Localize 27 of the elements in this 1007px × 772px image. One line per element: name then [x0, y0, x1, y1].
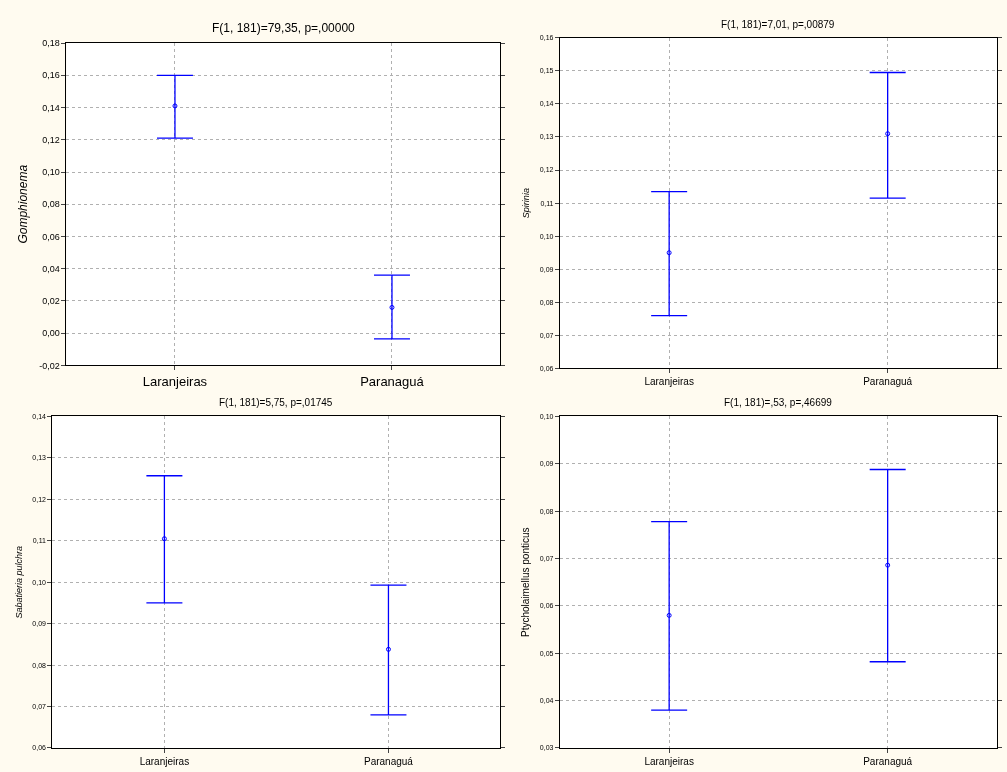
- y-axis-title: Spirinia: [521, 188, 532, 219]
- chart-title: F(1, 181)=,53, p=,46699: [724, 397, 833, 408]
- x-tick-label: Laranjeiras: [644, 755, 694, 767]
- y-tick-label: 0,06: [42, 231, 60, 242]
- y-axis-title: Sabatieria pulchra: [13, 545, 24, 619]
- x-tick-label: Paranaguá: [360, 374, 425, 390]
- chart-title: F(1, 181)=7,01, p=,00879: [721, 19, 835, 30]
- chart-title: F(1, 181)=5,75, p=,01745: [219, 397, 333, 408]
- y-tick-label: -0,02: [39, 360, 60, 371]
- y-tick-label: 0,08: [42, 199, 60, 210]
- x-tick-label: Laranjeiras: [142, 374, 208, 390]
- y-tick-label: 0,00: [42, 328, 60, 339]
- x-tick-label: Laranjeiras: [139, 755, 190, 767]
- y-tick-label: 0,12: [42, 134, 60, 145]
- y-tick-label: 0,10: [42, 167, 60, 178]
- y-axis-title: Ptycholaimellus ponticus: [519, 527, 531, 637]
- y-tick-label: 0,16: [42, 70, 60, 81]
- x-tick-label: Paranaguá: [363, 755, 414, 767]
- y-tick-label: 0,04: [42, 263, 60, 274]
- y-tick-label: 0,14: [42, 102, 60, 113]
- x-tick-label: Paranaguá: [863, 755, 913, 767]
- x-tick-label: Paranaguá: [863, 376, 913, 388]
- x-tick-label: Laranjeiras: [644, 376, 694, 388]
- y-tick-label: 0,18: [42, 38, 60, 49]
- y-tick-label: 0,02: [42, 296, 60, 307]
- chart-title: F(1, 181)=79,35, p=,00000: [212, 21, 356, 35]
- y-axis-title: Gomphionema: [16, 164, 31, 244]
